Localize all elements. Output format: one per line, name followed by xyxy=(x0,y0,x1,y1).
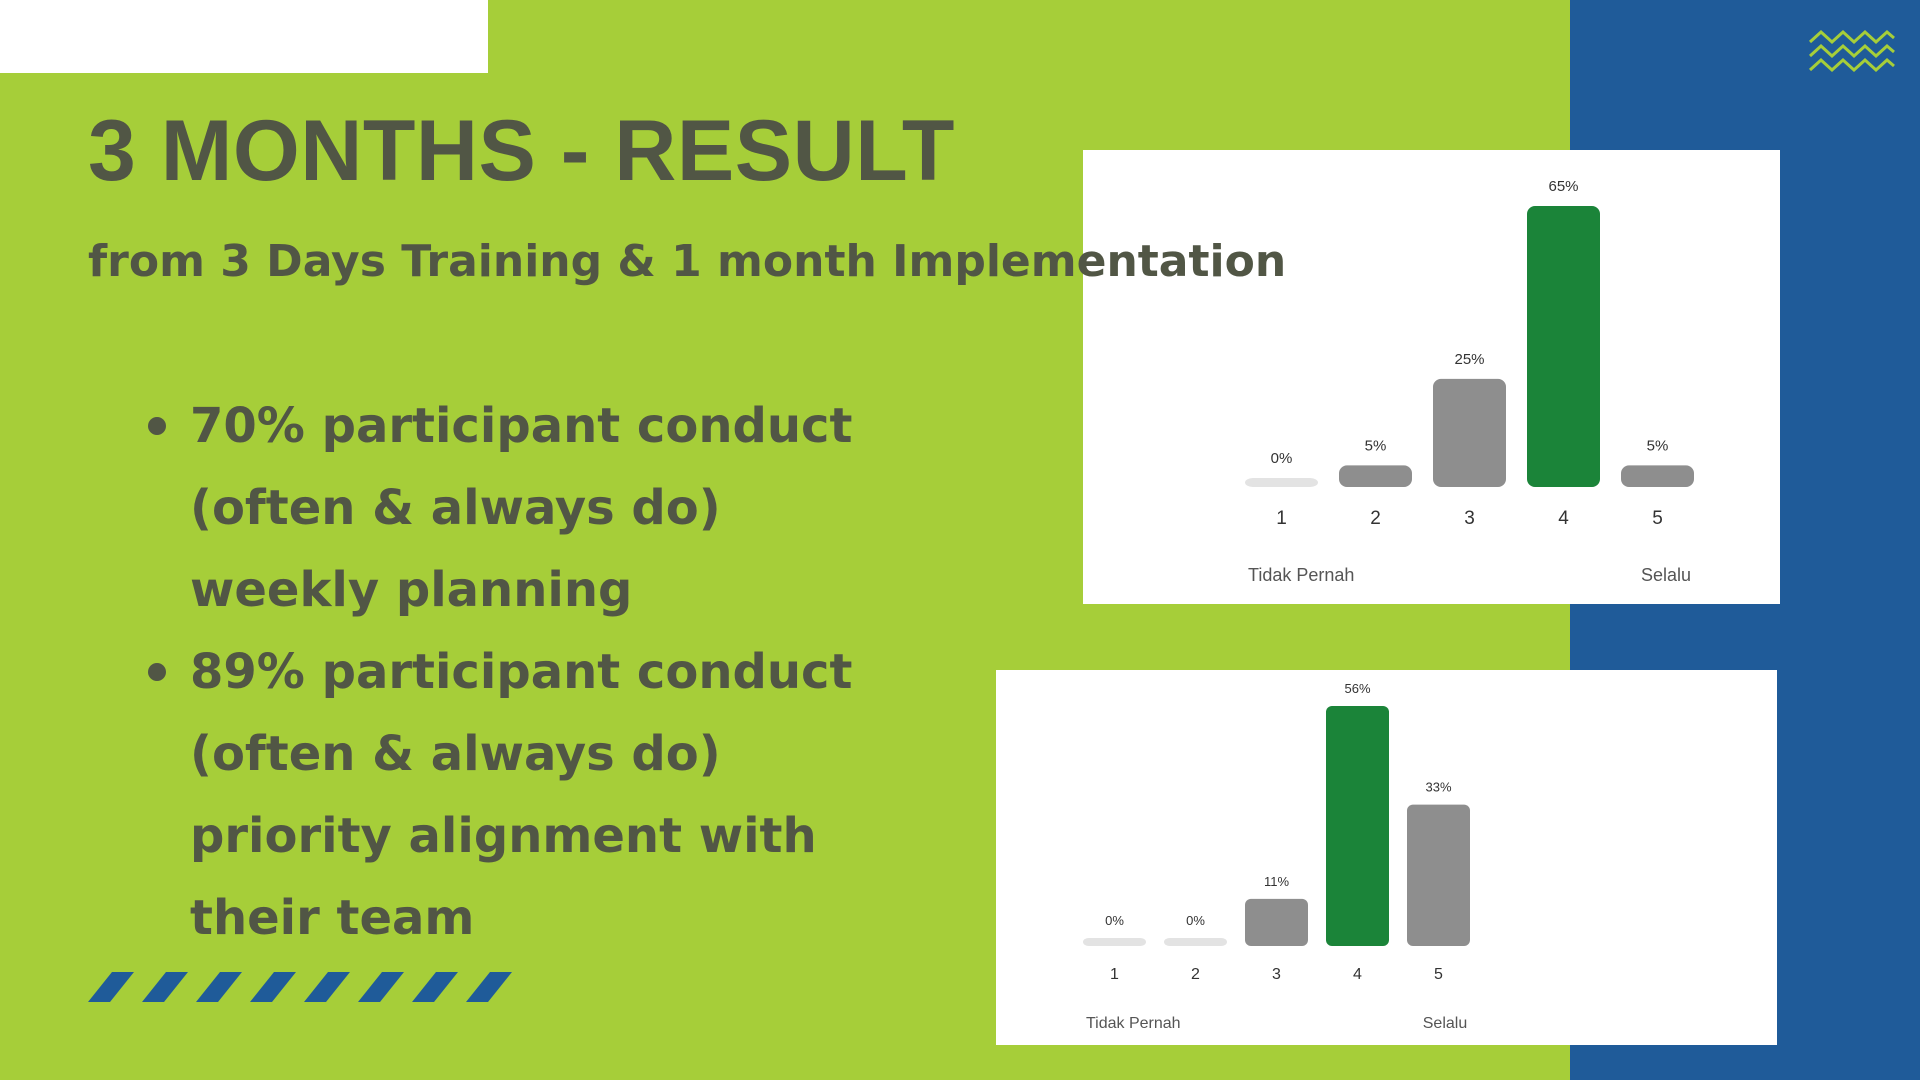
bar-value-label: 56% xyxy=(1344,681,1370,696)
bullet-dot-icon xyxy=(148,663,166,681)
x-tick-label: 4 xyxy=(1558,508,1569,529)
x-tick-label: 3 xyxy=(1272,966,1281,983)
bar-5 xyxy=(1621,465,1694,487)
bar-value-label: 0% xyxy=(1186,913,1205,928)
bar-value-label: 5% xyxy=(1365,437,1387,454)
scale-label-right: Selalu xyxy=(1641,565,1691,585)
x-tick-label: 3 xyxy=(1464,508,1475,529)
bar-4 xyxy=(1527,206,1600,487)
slide-title: 3 MONTHS - RESULT xyxy=(88,103,955,199)
weekly-planning-chart-card: 0% 1 5% 2 25% 3 65% 4 5% 5 Tidak Pernah Selalu xyxy=(1083,150,1780,604)
x-tick-label: 4 xyxy=(1353,966,1362,983)
slide-subtitle: from 3 Days Training & 1 month Implement… xyxy=(88,236,1287,287)
x-tick-label: 2 xyxy=(1370,508,1381,529)
diagonal-stripes-decoration xyxy=(88,972,512,1002)
result-bullet-list: 70% participant conduct (often & always … xyxy=(138,385,918,959)
x-tick-label: 5 xyxy=(1652,508,1663,529)
bullet-item: 89% participant conduct (often & always … xyxy=(138,631,918,959)
bullet-item: 70% participant conduct (often & always … xyxy=(138,385,918,631)
scale-label-left: Tidak Pernah xyxy=(1086,1015,1181,1032)
bar-1 xyxy=(1083,938,1146,946)
bar-2 xyxy=(1164,938,1227,946)
bar-value-label: 0% xyxy=(1105,913,1124,928)
scale-label-left: Tidak Pernah xyxy=(1248,565,1354,585)
weekly-planning-bar-chart: 0% 1 5% 2 25% 3 65% 4 5% 5 Tidak Pernah Selalu xyxy=(1245,178,1694,585)
bar-4 xyxy=(1326,706,1389,946)
zigzag-icon xyxy=(1808,29,1895,73)
bar-2 xyxy=(1339,465,1412,487)
bar-value-label: 11% xyxy=(1264,874,1289,889)
priority-alignment-bar-chart: 0% 1 0% 2 11% 3 56% 4 33% 5 Tidak Pernah Selalu xyxy=(1083,681,1470,1032)
x-tick-label: 5 xyxy=(1434,966,1443,983)
bar-5 xyxy=(1407,804,1470,946)
x-tick-label: 2 xyxy=(1191,966,1200,983)
white-header-tab xyxy=(0,0,488,73)
bar-3 xyxy=(1245,898,1308,946)
bullet-text: 89% participant conduct (often & always … xyxy=(190,644,853,946)
bar-1 xyxy=(1245,478,1318,487)
bar-value-label: 5% xyxy=(1647,437,1669,454)
scale-label-right: Selalu xyxy=(1423,1015,1467,1032)
x-tick-label: 1 xyxy=(1276,508,1287,529)
bullet-dot-icon xyxy=(148,417,166,435)
x-tick-label: 1 xyxy=(1110,966,1119,983)
bullet-text: 70% participant conduct (often & always … xyxy=(190,398,853,618)
bar-value-label: 0% xyxy=(1271,450,1293,467)
bar-value-label: 65% xyxy=(1548,178,1578,195)
bar-value-label: 25% xyxy=(1454,351,1484,368)
priority-alignment-chart-card: 0% 1 0% 2 11% 3 56% 4 33% 5 Tidak Pernah Selalu xyxy=(996,670,1777,1045)
bar-3 xyxy=(1433,378,1506,487)
bar-value-label: 33% xyxy=(1425,780,1451,795)
